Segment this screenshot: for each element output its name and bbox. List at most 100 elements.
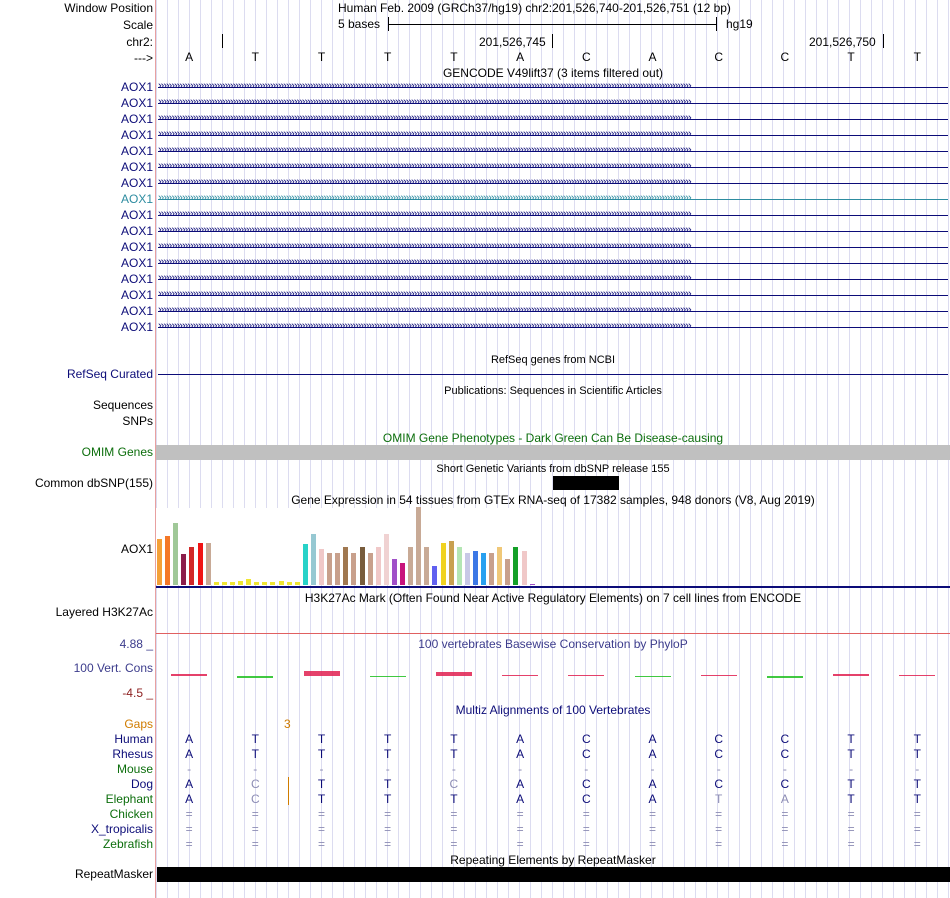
gtex-label[interactable]: AOX1 (120, 542, 153, 556)
gencode-gene-label[interactable]: AOX1 (120, 80, 153, 94)
gencode-transcript[interactable]: ››››››››››››››››››››››››››››››››››››››››… (158, 226, 948, 236)
dbsnp-label[interactable]: Common dbSNP(155) (34, 476, 153, 490)
gtex-tissue-bar[interactable] (181, 553, 187, 585)
gencode-gene-label[interactable]: AOX1 (120, 128, 153, 142)
cons-score-mark[interactable] (700, 675, 737, 676)
gencode-gene-label[interactable]: AOX1 (120, 144, 153, 158)
gencode-gene-label[interactable]: AOX1 (120, 176, 153, 190)
gtex-tissue-bar[interactable] (351, 553, 357, 585)
cons-score-mark[interactable] (833, 673, 870, 676)
gencode-transcript[interactable]: ››››››››››››››››››››››››››››››››››››››››… (158, 114, 948, 124)
gtex-tissue-bar[interactable] (221, 581, 227, 585)
gencode-transcript[interactable]: ››››››››››››››››››››››››››››››››››››››››… (158, 210, 948, 220)
gtex-tissue-bar[interactable] (319, 549, 324, 585)
gtex-tissue-bar[interactable] (286, 581, 292, 585)
gencode-gene-label[interactable]: AOX1 (120, 208, 153, 222)
repeatmasker-label[interactable]: RepeatMasker (74, 867, 153, 881)
gencode-gene-label[interactable]: AOX1 (120, 304, 153, 318)
gtex-tissue-bar[interactable] (521, 551, 527, 585)
cons-score-mark[interactable] (766, 676, 803, 678)
gencode-transcript[interactable]: ››››››››››››››››››››››››››››››››››››››››… (158, 194, 948, 204)
publications-label-snps[interactable]: SNPs (122, 414, 153, 428)
multiz-species-label[interactable]: Dog (130, 777, 153, 791)
gencode-transcript[interactable]: ››››››››››››››››››››››››››››››››››››››››… (158, 242, 948, 252)
cons-score-mark[interactable] (171, 674, 208, 676)
multiz-species-label[interactable]: Human (114, 732, 153, 746)
cons-score-mark[interactable] (502, 674, 539, 676)
gtex-tissue-bar[interactable] (391, 559, 397, 585)
omim-label[interactable]: OMIM Genes (81, 445, 153, 459)
gencode-transcript[interactable]: ››››››››››››››››››››››››››››››››››››››››… (158, 306, 948, 316)
refseq-label[interactable]: RefSeq Curated (66, 367, 153, 381)
gtex-tissue-bar[interactable] (440, 543, 446, 585)
gtex-tissue-bar[interactable] (424, 547, 430, 585)
gtex-tissue-bar[interactable] (278, 581, 284, 585)
cons-label[interactable]: 100 Vert. Cons (73, 661, 153, 675)
gtex-tissue-bar[interactable] (189, 547, 195, 585)
multiz-species-label[interactable]: Rhesus (112, 747, 153, 761)
cons-score-mark[interactable] (634, 676, 671, 678)
gencode-transcript[interactable]: ››››››››››››››››››››››››››››››››››››››››… (158, 130, 948, 140)
cons-score-mark[interactable] (435, 672, 472, 676)
gtex-tissue-bar[interactable] (213, 581, 219, 585)
multiz-species-label[interactable]: Zebrafish (102, 837, 153, 851)
gtex-tissue-bar[interactable] (205, 543, 211, 585)
gtex-tissue-bar[interactable] (400, 563, 405, 585)
gtex-tissue-bar[interactable] (375, 547, 381, 585)
multiz-species-label[interactable]: X_tropicalis (90, 822, 153, 836)
gtex-tissue-bar[interactable] (173, 523, 179, 585)
gencode-transcript[interactable]: ››››››››››››››››››››››››››››››››››››››››… (158, 146, 948, 156)
gtex-tissue-bar[interactable] (472, 551, 478, 585)
gtex-tissue-bar[interactable] (229, 581, 235, 585)
gtex-tissue-bar[interactable] (464, 553, 470, 585)
gtex-tissue-bar[interactable] (165, 536, 171, 585)
gencode-gene-label[interactable]: AOX1 (120, 96, 153, 110)
gtex-tissue-bar[interactable] (343, 547, 349, 585)
gtex-tissue-bar[interactable] (481, 553, 486, 585)
gencode-gene-label[interactable]: AOX1 (120, 272, 153, 286)
gencode-gene-label[interactable]: AOX1 (120, 240, 153, 254)
cons-score-mark[interactable] (237, 676, 274, 679)
gencode-transcript[interactable]: ››››››››››››››››››››››››››››››››››››››››… (158, 98, 948, 108)
gtex-tissue-bar[interactable] (408, 547, 414, 585)
multiz-species-label[interactable]: Chicken (109, 807, 153, 821)
gtex-tissue-bar[interactable] (489, 553, 495, 585)
gtex-tissue-bar[interactable] (262, 581, 268, 585)
gencode-transcript[interactable]: ››››››››››››››››››››››››››››››››››››››››… (158, 162, 948, 172)
gencode-gene-label[interactable]: AOX1 (120, 224, 153, 238)
gencode-transcript[interactable]: ››››››››››››››››››››››››››››››››››››››››… (158, 178, 948, 188)
gtex-tissue-bar[interactable] (432, 565, 438, 585)
gencode-gene-label[interactable]: AOX1 (120, 256, 153, 270)
gtex-tissue-bar[interactable] (456, 547, 462, 585)
gtex-tissue-bar[interactable] (197, 543, 203, 585)
gtex-tissue-bar[interactable] (294, 581, 300, 585)
gtex-tissue-bar[interactable] (238, 581, 243, 585)
gencode-transcript[interactable]: ››››››››››››››››››››››››››››››››››››››››… (158, 258, 948, 268)
gtex-tissue-bar[interactable] (157, 538, 162, 585)
gtex-tissue-bar[interactable] (448, 541, 454, 585)
gtex-tissue-bar[interactable] (327, 553, 333, 585)
gtex-tissue-bar[interactable] (335, 553, 341, 585)
gtex-tissue-bar[interactable] (359, 547, 365, 585)
h3k27ac-label[interactable]: Layered H3K27Ac (55, 605, 153, 619)
gencode-transcript[interactable]: ››››››››››››››››››››››››››››››››››››››››… (158, 322, 948, 332)
publications-label-sequences[interactable]: Sequences (92, 398, 153, 412)
gencode-gene-label[interactable]: AOX1 (120, 192, 153, 206)
gtex-tissue-bar[interactable] (383, 533, 389, 585)
gtex-tissue-bar[interactable] (367, 553, 373, 585)
cons-score-mark[interactable] (303, 671, 340, 676)
gtex-tissue-bar[interactable] (497, 547, 503, 585)
cons-score-mark[interactable] (899, 675, 936, 676)
dbsnp-variant-bar[interactable] (553, 476, 619, 490)
gencode-gene-label[interactable]: AOX1 (120, 288, 153, 302)
gencode-transcript[interactable]: ››››››››››››››››››››››››››››››››››››››››… (158, 274, 948, 284)
multiz-species-label[interactable]: Elephant (105, 792, 153, 806)
gtex-tissue-bar[interactable] (246, 579, 252, 585)
repeatmasker-bar[interactable] (157, 867, 950, 882)
gtex-tissue-bar[interactable] (529, 584, 535, 585)
gtex-tissue-bar[interactable] (505, 559, 511, 585)
gencode-gene-label[interactable]: AOX1 (120, 112, 153, 126)
gtex-tissue-bar[interactable] (302, 544, 308, 585)
cons-score-mark[interactable] (568, 675, 605, 676)
gtex-tissue-bar[interactable] (513, 547, 519, 585)
